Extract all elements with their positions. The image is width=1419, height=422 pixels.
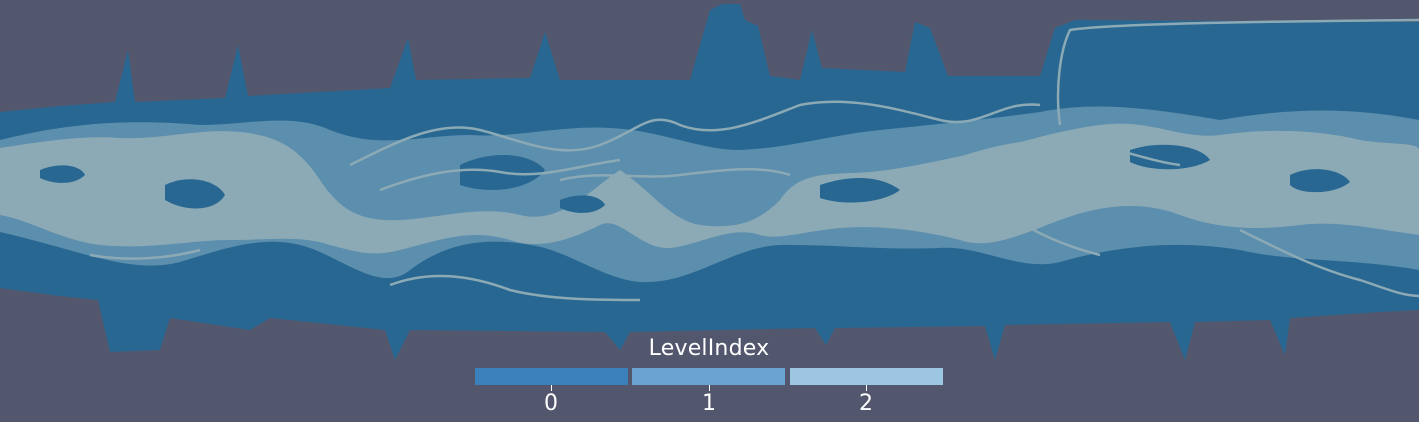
level-2-region	[0, 123, 1419, 254]
legend-tick-0	[551, 385, 552, 391]
level-0-holes	[40, 144, 1350, 213]
legend-label-0: 0	[544, 391, 558, 416]
color-legend-bar	[475, 368, 943, 385]
legend-title: LevelIndex	[648, 336, 770, 361]
legend-swatch-2	[790, 368, 943, 385]
legend-label-2: 2	[859, 391, 873, 416]
legend-tick-2	[866, 385, 867, 391]
legend-swatch-1	[632, 368, 785, 385]
legend-label-1: 1	[702, 391, 716, 416]
level-2-filaments	[89, 18, 1419, 302]
legend-swatch-0	[475, 368, 628, 385]
legend-tick-1	[709, 385, 710, 391]
